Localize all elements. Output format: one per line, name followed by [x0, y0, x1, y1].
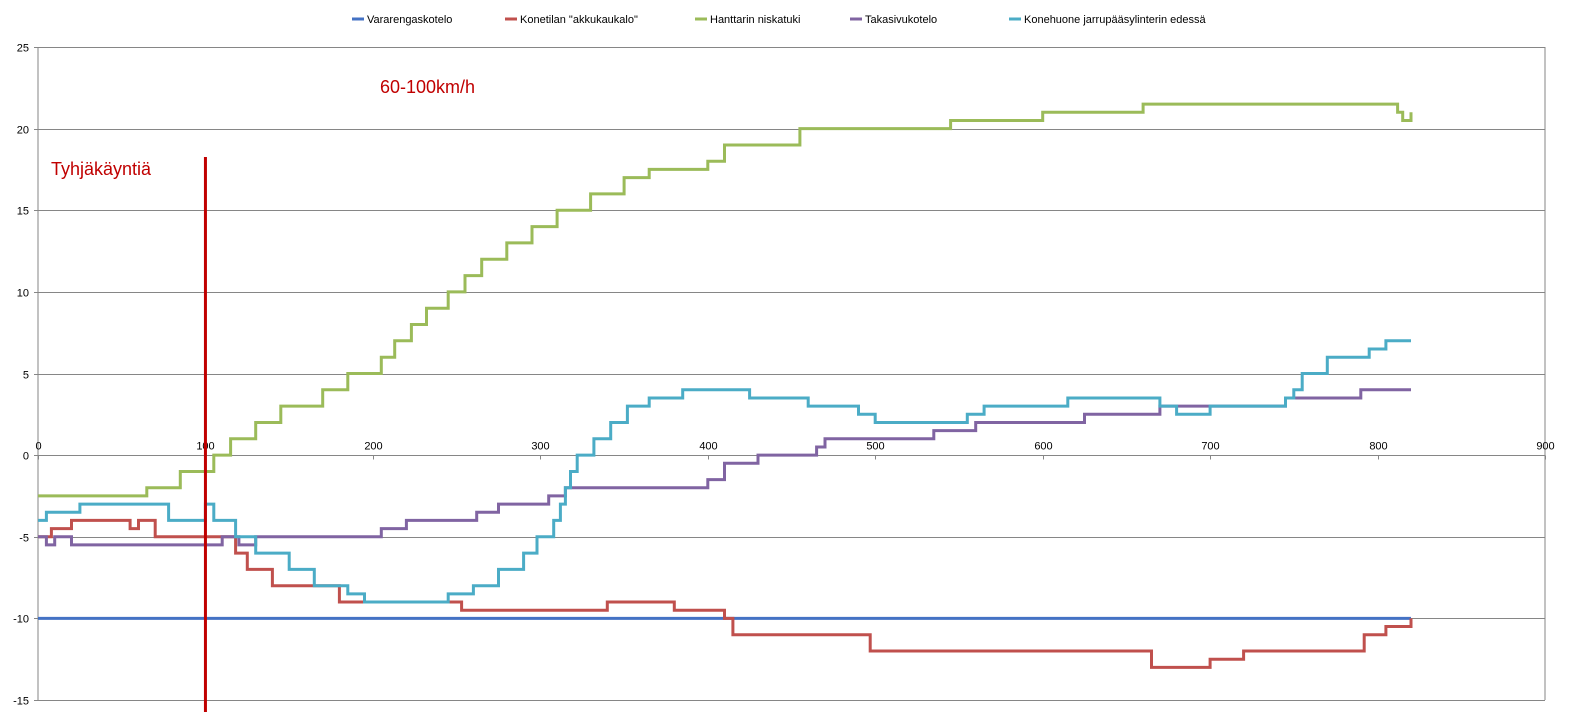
legend-entry: Konehuone jarrupääsylinterin edessä — [1024, 14, 1207, 26]
legend-entry: Konetilan "akkukaukalo" — [520, 14, 638, 26]
x-tick-label: 800 — [1369, 441, 1387, 453]
y-tick-label: -5 — [19, 533, 29, 545]
annotations: Tyhjäkäyntiä 60-100km/h — [51, 77, 475, 179]
y-tick-label: 5 — [23, 370, 29, 382]
series-line-3 — [38, 388, 1411, 547]
x-tick-label: 600 — [1034, 441, 1052, 453]
legend-entry: Vararengaskotelo — [367, 14, 452, 26]
x-tick-label: 400 — [699, 441, 717, 453]
y-tick-label: -15 — [13, 696, 29, 708]
legend: Vararengaskotelo Konetilan "akkukaukalo" H… — [352, 14, 1207, 26]
x-tick-label: 300 — [531, 441, 549, 453]
annotation-idle: Tyhjäkäyntiä — [51, 159, 152, 179]
y-tick-label: 10 — [17, 288, 29, 300]
data-series — [38, 102, 1413, 669]
axes: -15-10-505101520250100200300400500600700… — [13, 43, 1555, 708]
legend-entry: Takasivukotelo — [865, 14, 937, 26]
y-tick-label: -10 — [13, 614, 29, 626]
y-tick-label: 25 — [17, 43, 29, 55]
x-tick-label: 0 — [35, 441, 41, 453]
series-line-4 — [38, 339, 1411, 604]
y-tick-label: 0 — [23, 451, 29, 463]
annotation-speed: 60-100km/h — [380, 77, 475, 97]
y-tick-label: 20 — [17, 125, 29, 137]
x-tick-label: 900 — [1536, 441, 1554, 453]
series-line-1 — [38, 518, 1413, 669]
y-tick-label: 15 — [17, 206, 29, 218]
series-line-2 — [38, 102, 1413, 498]
x-tick-label: 500 — [866, 441, 884, 453]
x-tick-label: 700 — [1201, 441, 1219, 453]
legend-entry: Hanttarin niskatuki — [710, 14, 801, 26]
x-tick-label: 200 — [364, 441, 382, 453]
